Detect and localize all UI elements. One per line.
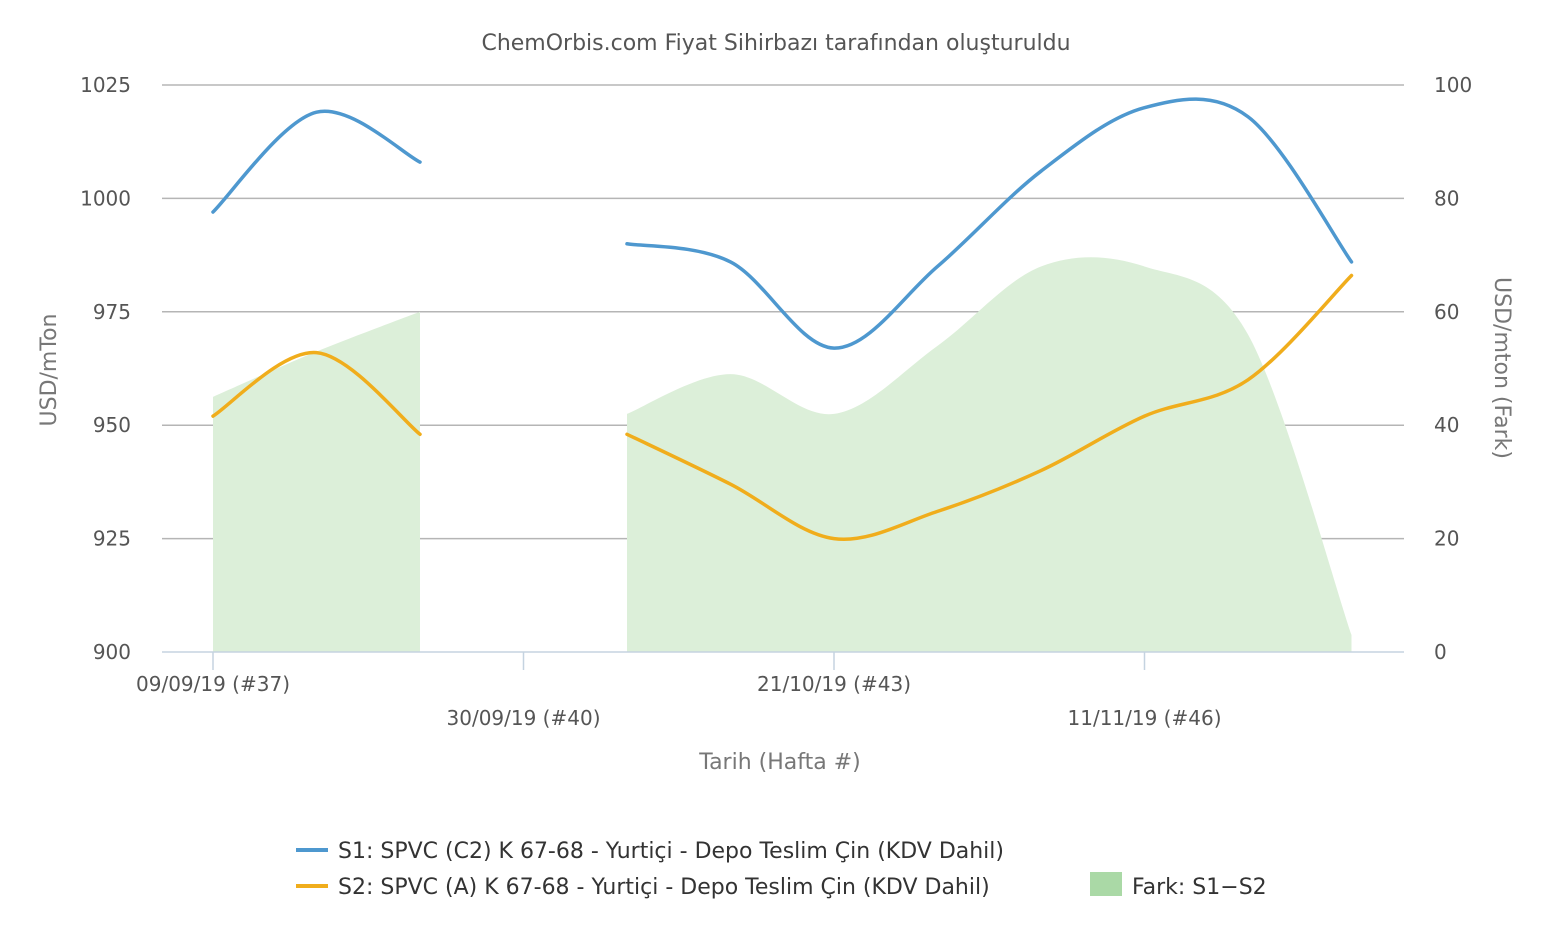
chart-subtitle: ChemOrbis.com Fiyat Sihirbazı tarafından… <box>481 31 1070 56</box>
series-line-s2 <box>625 273 1354 541</box>
legend-label-s2: S2: SPVC (A) K 67-68 - Yurtiçi - Depo Te… <box>338 875 990 900</box>
axes: 900 925 950 975 1000 1025 0 20 40 60 80 100 09/09/19… <box>80 73 1472 730</box>
x-tick-label: 11/11/19 (#46) <box>1068 706 1222 730</box>
difference-area <box>627 257 1352 652</box>
y2-tick-label: 0 <box>1434 640 1447 664</box>
y-tick-label: 900 <box>93 640 131 664</box>
y-tick-label: 1000 <box>80 186 131 210</box>
x-axis-title: Tarih (Hafta #) <box>698 750 860 775</box>
difference-area <box>213 311 420 652</box>
y-axis-title: USD/mTon <box>37 314 62 427</box>
y-tick-label: 925 <box>93 527 131 551</box>
y-tick-label: 950 <box>93 413 131 437</box>
y2-tick-label: 80 <box>1434 186 1459 210</box>
y2-tick-label: 40 <box>1434 413 1459 437</box>
legend-label-s1: S1: SPVC (C2) K 67-68 - Yurtiçi - Depo T… <box>338 839 1004 864</box>
x-tick-label: 09/09/19 (#37) <box>136 672 290 696</box>
y2-tick-label: 100 <box>1434 73 1472 97</box>
series-line-s1 <box>625 97 1354 350</box>
y2-axis-title: USD/mton (Fark) <box>1489 277 1514 459</box>
x-tick-label: 21/10/19 (#43) <box>757 672 911 696</box>
series-line-s2 <box>211 350 422 437</box>
legend-swatch-difference <box>1090 872 1122 896</box>
series-line-s1 <box>211 109 422 214</box>
y-tick-label: 975 <box>93 300 131 324</box>
x-tick-label: 30/09/19 (#40) <box>447 706 601 730</box>
legend-item-s2[interactable]: S2: SPVC (A) K 67-68 - Yurtiçi - Depo Te… <box>296 875 990 900</box>
series-lines-layer <box>211 97 1354 541</box>
legend: S1: SPVC (C2) K 67-68 - Yurtiçi - Depo T… <box>296 839 1267 900</box>
legend-label-difference: Fark: S1−S2 <box>1132 875 1267 900</box>
y-tick-label: 1025 <box>80 73 131 97</box>
legend-item-s1[interactable]: S1: SPVC (C2) K 67-68 - Yurtiçi - Depo T… <box>296 839 1004 864</box>
y2-tick-label: 20 <box>1434 527 1459 551</box>
legend-item-difference[interactable]: Fark: S1−S2 <box>1090 872 1267 900</box>
y2-tick-label: 60 <box>1434 300 1459 324</box>
difference-area-layer <box>213 257 1352 652</box>
